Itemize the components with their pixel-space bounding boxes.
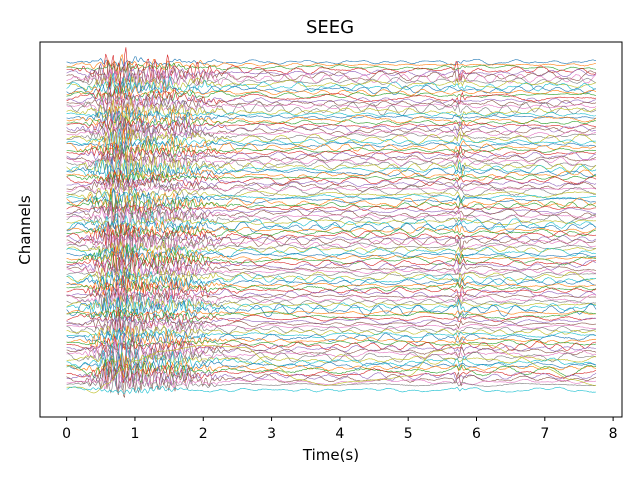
channel-trace	[66, 170, 597, 184]
x-tick-label: 4	[335, 426, 344, 442]
channel-trace	[66, 151, 597, 183]
channel-trace	[66, 234, 597, 258]
channel-trace	[66, 147, 597, 187]
channel-trace	[66, 226, 597, 259]
channel-trace	[66, 183, 597, 196]
x-axis-label: Time(s)	[302, 446, 359, 464]
channel-trace	[66, 92, 597, 125]
channel-trace	[66, 109, 597, 121]
channel-trace	[66, 345, 597, 369]
channel-trace	[66, 327, 597, 342]
channel-trace	[66, 385, 597, 394]
channel-trace	[66, 85, 597, 100]
channel-trace	[66, 184, 597, 200]
channel-trace	[66, 188, 597, 221]
channel-trace	[66, 159, 597, 184]
x-axis-ticks: 0 1 2 3 4 5 6 7 8	[62, 417, 618, 442]
channel-trace	[66, 308, 597, 317]
channel-trace	[66, 335, 597, 387]
channel-trace	[66, 169, 597, 189]
channel-trace	[66, 219, 597, 238]
channel-trace	[66, 343, 596, 394]
channel-trace	[66, 174, 597, 196]
channel-trace	[66, 269, 597, 288]
channel-trace	[66, 123, 597, 157]
channel-trace	[66, 248, 597, 263]
channel-trace	[66, 87, 597, 103]
channel-trace	[66, 128, 597, 157]
x-tick-label: 1	[130, 426, 139, 442]
channel-trace	[66, 62, 597, 87]
channel-trace	[66, 359, 597, 390]
channel-trace	[66, 307, 597, 332]
channel-trace	[66, 248, 597, 281]
channel-trace	[66, 291, 597, 313]
channel-trace	[66, 224, 597, 260]
channel-trace	[66, 232, 597, 243]
channel-trace	[66, 73, 597, 92]
channel-trace	[66, 316, 597, 342]
channel-trace	[66, 117, 597, 141]
channel-trace	[66, 284, 597, 311]
channel-trace	[66, 47, 597, 95]
x-tick-label: 5	[404, 426, 413, 442]
channel-trace	[66, 288, 597, 331]
channel-trace	[66, 311, 597, 335]
channel-trace	[66, 140, 597, 167]
channel-trace	[66, 110, 597, 146]
channel-trace	[66, 81, 597, 98]
channel-trace	[66, 60, 597, 93]
channel-traces	[66, 47, 597, 398]
channel-trace	[66, 80, 597, 112]
channel-trace	[66, 246, 597, 274]
x-tick-label: 8	[609, 426, 618, 442]
x-tick-label: 6	[472, 426, 481, 442]
channel-trace	[66, 295, 597, 316]
channel-trace	[66, 201, 597, 224]
channel-trace	[66, 168, 597, 184]
x-tick-label: 0	[62, 426, 71, 442]
channel-trace	[66, 138, 597, 153]
chart-title: SEEG	[306, 17, 354, 38]
x-tick-label: 7	[540, 426, 549, 442]
channel-trace	[66, 93, 597, 108]
y-axis-label: Channels	[16, 195, 34, 265]
channel-trace	[66, 325, 597, 355]
channel-trace	[66, 103, 597, 135]
channel-trace	[66, 56, 596, 68]
channel-trace	[66, 197, 597, 235]
channel-trace	[66, 319, 597, 335]
channel-trace	[66, 140, 596, 159]
channel-trace	[66, 355, 597, 379]
channel-trace	[66, 240, 597, 258]
channel-trace	[66, 187, 597, 205]
x-tick-label: 3	[267, 426, 276, 442]
plot-frame	[39, 41, 623, 418]
channel-trace	[66, 62, 597, 74]
channel-trace	[66, 359, 597, 398]
channel-trace	[66, 246, 597, 272]
channel-trace	[66, 250, 597, 283]
channel-trace	[66, 275, 596, 296]
channel-trace	[66, 201, 597, 223]
channel-trace	[66, 211, 597, 238]
channel-trace	[66, 337, 597, 368]
channel-trace	[66, 327, 597, 348]
channel-trace	[66, 358, 597, 385]
channel-trace	[66, 72, 597, 100]
x-tick-label: 2	[199, 426, 208, 442]
channel-trace	[66, 274, 597, 304]
channel-trace	[66, 315, 597, 326]
channel-trace	[66, 106, 597, 128]
channel-trace	[66, 307, 597, 324]
channel-trace	[66, 288, 597, 304]
channel-trace	[66, 157, 597, 184]
channel-trace	[66, 242, 597, 280]
channel-trace	[66, 268, 597, 279]
